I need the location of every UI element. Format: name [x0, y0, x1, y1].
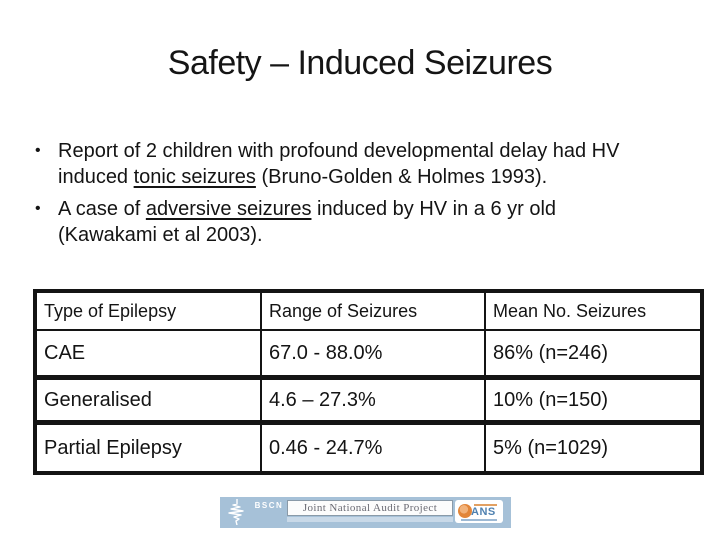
bullet-1-pre: Report of 2 children with profound devel… [58, 140, 620, 188]
slide-title: Safety – Induced Seizures [167, 44, 553, 82]
ans-logo: ANS [455, 500, 503, 523]
plaque-shadow-strip [287, 517, 453, 522]
bullet-text-2: A case of adversive seizures induced by … [58, 196, 658, 248]
bullet-2-pre: A case of [58, 198, 146, 220]
bullet-1-underlined-term: tonic seizures [133, 166, 256, 188]
bscn-logo: BSCN [227, 499, 289, 525]
cell-mean: 5% (n=1029) [484, 420, 703, 474]
seizure-data-table: Type of Epilepsy Range of Seizures Mean … [33, 289, 704, 475]
bscn-label: BSCN [254, 501, 284, 510]
joint-national-audit-project-label: Joint National Audit Project [287, 500, 453, 516]
ans-caption-bottom [461, 519, 497, 521]
bullet-item-2: • A case of adversive seizures induced b… [35, 196, 660, 248]
bullet-item-1: • Report of 2 children with profound dev… [35, 138, 660, 190]
cell-mean: 10% (n=150) [484, 375, 703, 424]
col-header-mean-no-seizures: Mean No. Seizures [484, 290, 703, 331]
table-row-generalised: Generalised 4.6 – 27.3% 10% (n=150) [34, 375, 703, 424]
footer-logo-banner: BSCN Joint National Audit Project ANS [220, 497, 511, 528]
ans-caption-top [474, 504, 497, 506]
bscn-text-block: BSCN [249, 501, 289, 510]
cell-range: 0.46 - 24.7% [260, 420, 486, 474]
table-row-cae: CAE 67.0 - 88.0% 86% (n=246) [34, 329, 703, 379]
table-row-partial-epilepsy: Partial Epilepsy 0.46 - 24.7% 5% (n=1029… [34, 420, 703, 474]
bullet-2-underlined-term: adversive seizures [145, 198, 312, 220]
bullet-icon: • [35, 142, 41, 159]
cell-range: 67.0 - 88.0% [260, 329, 486, 379]
cell-range: 4.6 – 27.3% [260, 375, 486, 424]
col-header-range-of-seizures: Range of Seizures [260, 290, 486, 331]
bullet-2-post: induced by HV in a 6 yr old (Kawakami et… [58, 198, 557, 246]
cell-epilepsy-type: Generalised [34, 375, 262, 424]
col-header-type-of-epilepsy: Type of Epilepsy [34, 290, 262, 331]
cell-mean: 86% (n=246) [484, 329, 703, 379]
bullet-icon: • [35, 200, 41, 217]
bullet-list: • Report of 2 children with profound dev… [35, 138, 660, 248]
joint-national-audit-project-plaque: Joint National Audit Project [287, 500, 453, 522]
table-header-row: Type of Epilepsy Range of Seizures Mean … [34, 290, 703, 331]
head-profile-icon [458, 504, 472, 518]
cell-epilepsy-type: CAE [34, 329, 262, 379]
eeg-waveform-icon [227, 499, 247, 525]
bullet-text-1: Report of 2 children with profound devel… [58, 138, 658, 190]
bullet-1-post: (Bruno-Golden & Holmes 1993). [255, 166, 548, 188]
ans-label: ANS [471, 506, 496, 518]
cell-epilepsy-type: Partial Epilepsy [34, 420, 262, 474]
